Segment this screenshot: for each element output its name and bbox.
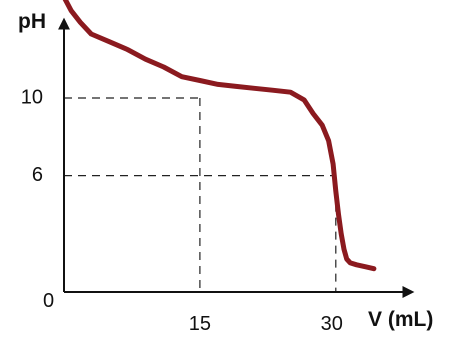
x-tick-label-30: 30 [321,313,343,335]
x-axis-label: V (mL) [368,308,433,331]
x-tick-label-15: 15 [189,313,211,335]
y-tick-label-10: 10 [21,86,43,108]
guide-lines [64,97,337,292]
y-axis-label: pH [18,10,46,33]
titration-curve [62,0,377,272]
origin-label: 0 [43,290,54,312]
y-tick-label-6: 6 [32,164,43,186]
